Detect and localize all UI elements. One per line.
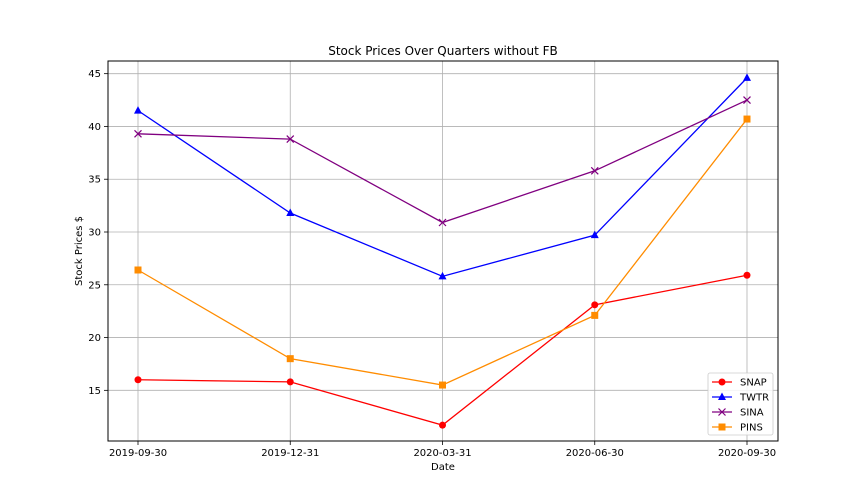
y-tick-label: 30 <box>88 228 101 239</box>
series-group <box>134 73 751 429</box>
series-twtr <box>134 73 751 280</box>
chart-title: Stock Prices Over Quarters without FB <box>328 44 558 58</box>
axis-ticks: 2019-09-30 2019-12-31 2020-03-31 2020-06-30… <box>88 69 776 459</box>
marker-stroke <box>286 135 295 144</box>
data-point-pins <box>439 381 446 389</box>
legend-label: SINA <box>740 408 764 419</box>
legend-box <box>707 372 774 436</box>
legend-item-twtr: TWTR <box>712 392 769 404</box>
marker-stroke <box>590 166 599 175</box>
x-axis-title: Date <box>431 462 455 473</box>
x-tick-label: 2019-12-31 <box>261 448 319 459</box>
y-tick-label: 15 <box>88 386 101 397</box>
marker-stroke <box>718 408 726 416</box>
marker-stroke <box>134 129 142 138</box>
data-point-pins <box>591 311 599 319</box>
y-tick-label: 20 <box>88 333 101 344</box>
series-pins <box>134 115 751 389</box>
legend-item-pins: PINS <box>712 423 763 434</box>
marker-stroke <box>743 96 751 104</box>
legend: SNAP TWTR SINA PINS <box>707 372 774 436</box>
legend-item-snap: SNAP <box>712 378 767 389</box>
legend-item-sina: SINA <box>712 408 764 419</box>
y-axis-title: Stock Prices $ <box>74 216 85 286</box>
data-point-snap <box>591 301 599 309</box>
data-point-snap <box>134 376 142 384</box>
data-point-twtr <box>134 106 142 114</box>
legend-marker <box>718 408 726 416</box>
data-point-twtr <box>286 208 295 216</box>
y-tick-label: 35 <box>88 175 101 186</box>
y-tick-label: 40 <box>88 122 101 133</box>
data-point-snap <box>743 271 751 279</box>
data-point-pins <box>286 355 294 363</box>
series-sina <box>134 96 751 227</box>
x-tick-label: 2020-06-30 <box>566 448 624 459</box>
data-point-twtr <box>743 73 751 81</box>
data-point-sina <box>286 135 295 144</box>
data-point-sina <box>590 166 599 175</box>
x-tick-label: 2020-03-31 <box>413 448 471 459</box>
y-tick-label: 25 <box>88 280 101 291</box>
x-tick-label: 2019-09-30 <box>109 448 167 459</box>
data-point-twtr <box>590 230 599 239</box>
legend-marker <box>718 392 726 400</box>
x-tick-label: 2020-09-30 <box>718 448 776 459</box>
legend-label: SNAP <box>740 378 767 389</box>
data-point-sina <box>743 96 751 104</box>
data-point-sina <box>134 129 142 138</box>
data-point-sina <box>438 218 447 227</box>
legend-label: TWTR <box>739 393 769 404</box>
marker-stroke <box>438 218 447 227</box>
series-snap <box>134 271 751 429</box>
legend-marker <box>718 378 726 386</box>
data-point-pins <box>134 266 142 274</box>
data-point-twtr <box>438 271 447 280</box>
legend-label: PINS <box>740 423 763 434</box>
grid <box>108 61 778 441</box>
data-point-pins <box>743 115 751 123</box>
plot-frame <box>107 60 779 442</box>
legend-marker <box>718 423 726 431</box>
y-tick-label: 45 <box>88 69 101 80</box>
data-point-snap <box>286 378 294 386</box>
data-point-snap <box>439 421 446 429</box>
